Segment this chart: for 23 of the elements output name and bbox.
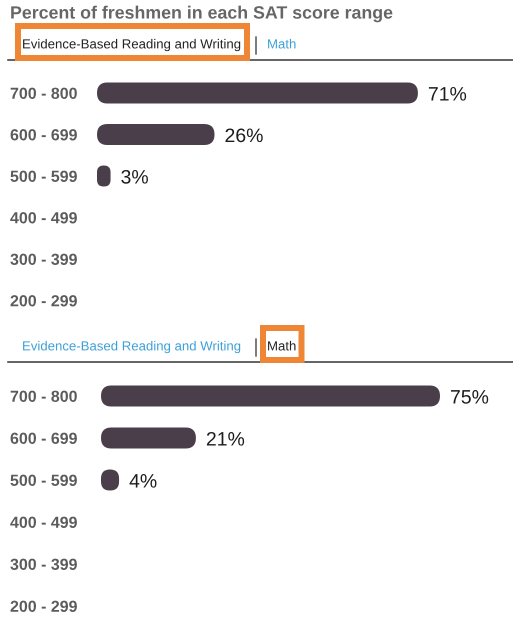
- data-label: 26%: [226, 128, 263, 142]
- y-tick-label: 600 - 699: [10, 432, 77, 444]
- text: Math: [268, 38, 296, 49]
- data-label: 71%: [428, 87, 466, 101]
- text: Math: [268, 340, 296, 351]
- y-tick-label: 700 - 800: [10, 88, 77, 99]
- y-tick-label: 300 - 399: [10, 254, 77, 265]
- y-tick-label: 700 - 800: [10, 390, 77, 402]
- y-tick-label: 600 - 699: [10, 129, 77, 140]
- y-tick-label: 500 - 599: [10, 170, 77, 182]
- y-tick-label: 200 - 299: [10, 600, 77, 612]
- y-tick-label: 400 - 499: [10, 516, 77, 528]
- y-tick-label: 300 - 399: [10, 558, 77, 570]
- chart-title: Percent of freshmen in each SAT score range: [11, 6, 392, 22]
- y-tick-label: 500 - 599: [10, 474, 77, 486]
- y-tick-label: 400 - 499: [10, 212, 77, 224]
- text: Evidence-Based Reading and Writing: [23, 38, 240, 52]
- text: Evidence-Based Reading and Writing: [23, 340, 240, 354]
- data-label: 75%: [450, 390, 488, 404]
- y-tick-label: 200 - 299: [10, 295, 77, 306]
- data-label: 4%: [130, 474, 156, 488]
- data-label: 3%: [121, 170, 148, 184]
- data-label: 21%: [206, 432, 244, 446]
